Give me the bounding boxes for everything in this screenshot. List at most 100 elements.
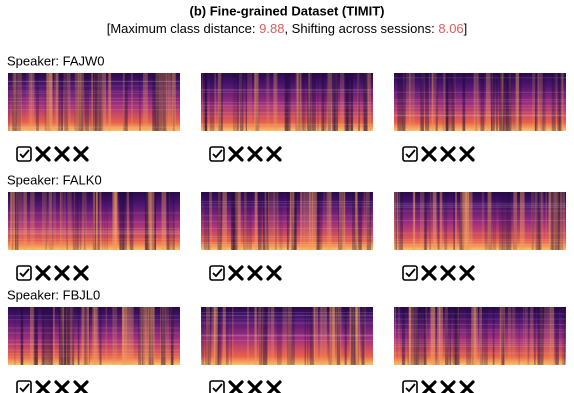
spectrogram-stripe (512, 192, 518, 250)
spectrogram-stripe (62, 307, 64, 365)
spectrogram-stripe (112, 192, 117, 250)
spectrogram-stripe (167, 73, 171, 131)
spectrogram-stripe (201, 307, 204, 365)
spectrogram-band (394, 318, 566, 320)
spectrogram-band (8, 343, 180, 345)
spectrogram-stripe (41, 192, 47, 250)
spectrogram-stripe (559, 73, 562, 131)
spectrogram-stripe (364, 73, 369, 131)
spectrogram-stripe (505, 192, 510, 250)
spectrogram-bg (8, 192, 180, 250)
spectrogram-stripe (355, 307, 361, 365)
spectrogram-stripe (78, 73, 82, 131)
spectrogram-stripe (91, 73, 93, 131)
spectrogram-band (201, 104, 373, 106)
spectrogram-stripe (247, 307, 249, 365)
spectrogram-stripe (406, 73, 411, 131)
spectrogram-band (201, 203, 373, 205)
spectrogram-stripe (487, 192, 492, 250)
subtitle-text: [Maximum class distance: (107, 21, 259, 36)
spectrogram-stripe (254, 192, 257, 250)
cross (54, 380, 70, 393)
spectrogram-stripe (343, 73, 345, 131)
spectrogram-band (201, 334, 373, 336)
spectrogram-stripe (263, 192, 266, 250)
spectrogram-stripe (452, 73, 456, 131)
spectrogram (201, 73, 373, 131)
spectrogram-stripe (164, 307, 170, 365)
spectrogram-stripe (166, 73, 171, 131)
spectrogram-stripe (554, 73, 558, 131)
spectrogram-stripe (166, 192, 170, 250)
spectrogram-stripe (168, 192, 170, 250)
spectrogram-stripe (222, 192, 227, 250)
spectrogram-stripe (550, 192, 554, 250)
spectrogram-stripe (262, 192, 265, 250)
spectrogram-stripe (332, 307, 336, 365)
spectrogram-stripe (548, 192, 554, 250)
spectrogram-stripe (332, 73, 336, 131)
spectrogram-band (8, 126, 180, 128)
spectrogram-stripe (92, 307, 96, 365)
spectrogram-stripe (93, 307, 98, 365)
spectrogram-stripe (206, 192, 210, 250)
spectrogram-stripe (77, 192, 79, 250)
spectrogram-band (201, 340, 373, 341)
spectrogram-stripe (84, 307, 88, 365)
spectrogram-band (394, 115, 566, 117)
spectrogram-stripe (537, 73, 539, 131)
spectrogram-stripe (501, 307, 506, 365)
spectrogram-stripe (453, 192, 455, 250)
spectrogram-stripe (71, 307, 75, 365)
spectrogram-stripe (444, 307, 448, 365)
spectrogram-bg (201, 307, 373, 365)
spectrogram-stripe (96, 192, 100, 250)
checkbox (402, 380, 418, 393)
spectrogram-stripe (326, 192, 328, 250)
checkbox (209, 265, 225, 281)
spectrogram-stripe (560, 73, 564, 131)
spectrogram-bg (201, 73, 373, 131)
spectrogram-stripe (460, 192, 464, 250)
spectrogram-stripe (464, 192, 469, 250)
spectrogram-stripe (10, 192, 15, 250)
spectrogram-stripe (307, 307, 309, 365)
checkbox (16, 146, 32, 162)
cross (421, 146, 437, 162)
spectrogram-stripe (412, 192, 414, 250)
spectrogram-stripe (213, 307, 218, 365)
spectrogram-stripe (92, 192, 97, 250)
spectrogram-stripe (233, 192, 238, 250)
spectrogram-stripe (145, 192, 150, 250)
spectrogram-stripe (452, 307, 457, 365)
spectrogram-stripe (230, 192, 235, 250)
spectrogram-stripe (66, 307, 71, 365)
spectrogram-band (201, 334, 373, 336)
spectrogram-stripe (418, 307, 423, 365)
spectrogram-stripe (254, 192, 258, 250)
spectrogram-stripe (499, 73, 503, 131)
spectrogram-stripe (355, 307, 358, 365)
spectrogram-stripe (414, 307, 417, 365)
spectrogram-stripe (218, 307, 222, 365)
spectrogram-stripe (160, 73, 165, 131)
distance-value: 9.88 (259, 21, 284, 36)
spectrogram-stripe (524, 307, 528, 365)
spectrogram-stripe (531, 192, 534, 250)
spectrogram-stripe (422, 307, 427, 365)
spectrogram-stripe (307, 192, 311, 250)
spectrogram-stripe (444, 192, 448, 250)
spectrogram-stripe (95, 307, 99, 365)
spectrogram-stripe (408, 307, 411, 365)
spectrogram-stripe (173, 192, 175, 250)
spectrogram-band (201, 242, 373, 244)
result-icons (209, 265, 282, 281)
spectrogram-stripe (162, 307, 166, 365)
spectrogram-stripe (462, 73, 466, 131)
spectrogram-stripe (435, 73, 438, 131)
spectrogram-stripe (546, 307, 551, 365)
spectrogram-stripe (254, 73, 259, 131)
spectrogram-stripe (60, 307, 64, 365)
spectrogram-stripe (355, 307, 357, 365)
spectrogram-stripe (207, 307, 211, 365)
